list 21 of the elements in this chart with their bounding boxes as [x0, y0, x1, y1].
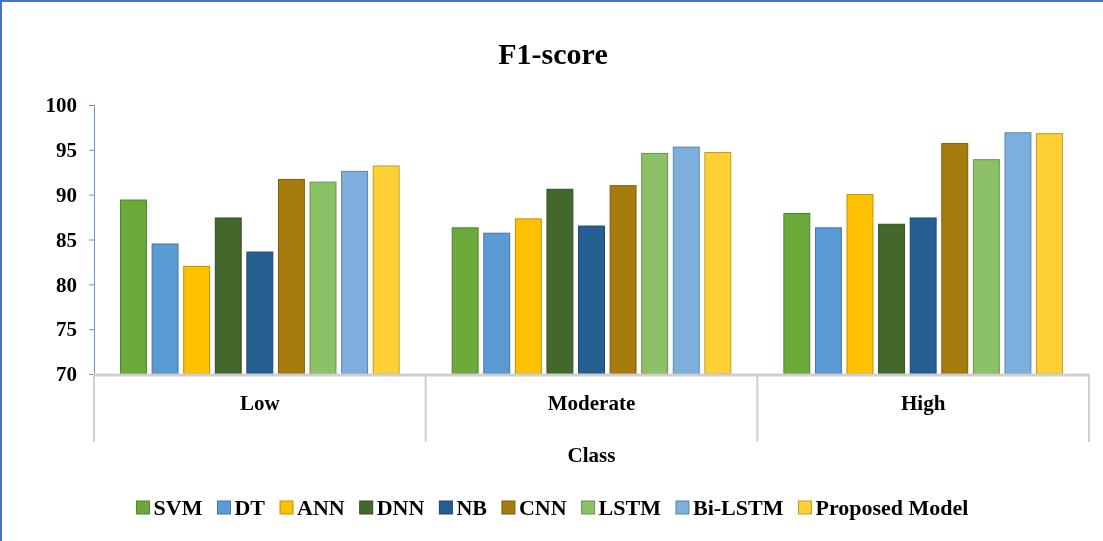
legend-label: DT — [234, 495, 266, 520]
x-axis-title: Class — [567, 443, 616, 467]
y-tick-label: 90 — [56, 182, 77, 207]
legend-label: NB — [456, 495, 488, 520]
legend-label: DNN — [376, 495, 425, 520]
y-tick-label: 70 — [56, 362, 77, 387]
y-tick-label: 100 — [45, 93, 77, 118]
legend-label: Proposed Model — [815, 495, 969, 520]
legend-label: Bi-LSTM — [692, 495, 784, 520]
y-tick-label: 75 — [56, 317, 77, 342]
x-tick-label: Moderate — [547, 391, 636, 415]
x-tick-label: Low — [239, 391, 281, 415]
legend-label: ANN — [297, 495, 345, 520]
y-tick-label: 95 — [56, 138, 77, 163]
chart-title: F1-score — [498, 37, 608, 70]
legend-label: LSTM — [598, 495, 662, 520]
x-tick-label: High — [900, 391, 946, 415]
legend-label: CNN — [518, 495, 567, 520]
y-tick-label: 80 — [56, 272, 77, 297]
legend-label: SVM — [153, 495, 203, 520]
y-tick-label: 85 — [56, 227, 77, 252]
